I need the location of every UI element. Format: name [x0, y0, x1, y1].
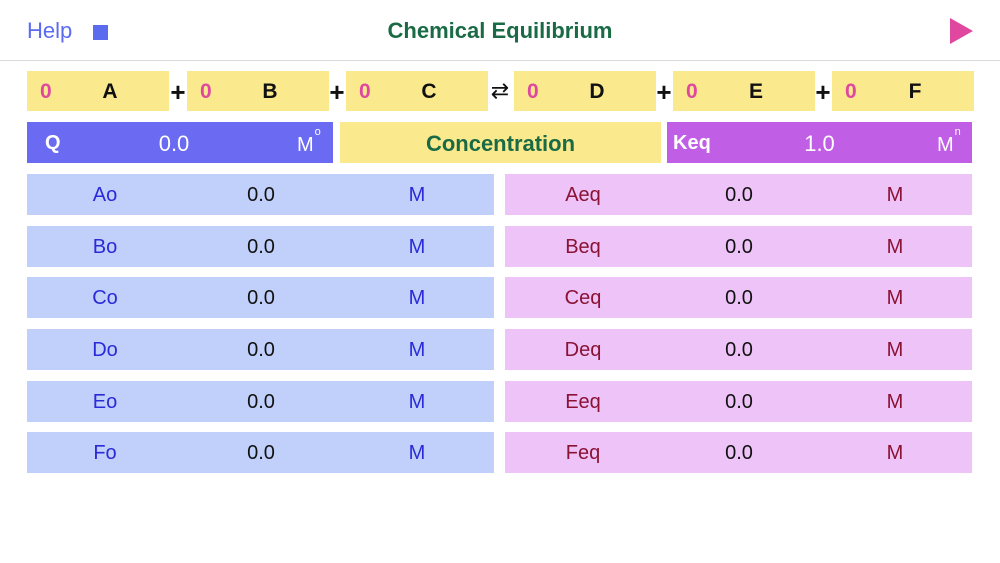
equilibrium-arrow-icon: ⇄	[490, 78, 510, 103]
q-label: Q	[45, 132, 61, 154]
row-unit: M	[886, 442, 904, 464]
row-name: Feq	[565, 442, 601, 464]
row-name: Bo	[92, 236, 118, 258]
q-unit: Mo	[297, 126, 321, 157]
row-unit: M	[408, 287, 426, 309]
row-value[interactable]: 0.0	[247, 339, 275, 361]
species-f[interactable]: 0 F	[832, 71, 974, 111]
row-unit: M	[408, 236, 426, 258]
equilibrium-row-c: Ceq 0.0 M	[505, 277, 972, 318]
row-value[interactable]: 0.0	[247, 391, 275, 413]
keq-label: Keq	[673, 132, 711, 154]
plus-sign: +	[170, 77, 186, 107]
species-a[interactable]: 0 A	[27, 71, 169, 111]
row-name: Fo	[93, 442, 117, 464]
q-unit-base: M	[297, 134, 314, 156]
concentration-header[interactable]: Concentration	[340, 122, 661, 163]
species-symbol: A	[102, 80, 118, 103]
row-value: 0.0	[725, 391, 753, 413]
plus-sign: +	[329, 77, 345, 107]
row-unit: M	[886, 287, 904, 309]
row-name: Do	[92, 339, 118, 361]
coefficient[interactable]: 0	[359, 80, 371, 103]
initial-row-f[interactable]: Fo 0.0 M	[27, 432, 494, 473]
row-unit: M	[408, 442, 426, 464]
plus-sign: +	[815, 77, 831, 107]
row-name: Eo	[92, 391, 118, 413]
species-symbol: B	[262, 80, 278, 103]
species-symbol: F	[908, 80, 922, 103]
row-name: Deq	[564, 339, 602, 361]
row-unit: M	[408, 184, 426, 206]
row-unit: M	[408, 391, 426, 413]
top-bar: Help Chemical Equilibrium	[0, 0, 1000, 61]
initial-row-b[interactable]: Bo 0.0 M	[27, 226, 494, 267]
row-value[interactable]: 0.0	[247, 287, 275, 309]
species-c[interactable]: 0 C	[346, 71, 488, 111]
row-name: Eeq	[565, 391, 601, 413]
row-value[interactable]: 0.0	[247, 236, 275, 258]
help-button[interactable]: Help	[27, 18, 73, 43]
reaction-quotient-panel: Q 0.0 Mo	[27, 122, 333, 163]
stop-icon[interactable]	[93, 25, 108, 40]
keq-panel[interactable]: Keq 1.0 Mn	[667, 122, 972, 163]
row-value: 0.0	[725, 339, 753, 361]
initial-row-c[interactable]: Co 0.0 M	[27, 277, 494, 318]
row-unit: M	[886, 391, 904, 413]
equilibrium-row-b: Beq 0.0 M	[505, 226, 972, 267]
coefficient[interactable]: 0	[686, 80, 698, 103]
q-value: 0.0	[158, 131, 190, 156]
equilibrium-row-e: Eeq 0.0 M	[505, 381, 972, 422]
play-icon[interactable]	[950, 18, 973, 44]
row-value[interactable]: 0.0	[247, 184, 275, 206]
equilibrium-row-f: Feq 0.0 M	[505, 432, 972, 473]
species-symbol: C	[421, 80, 437, 103]
row-value: 0.0	[725, 184, 753, 206]
q-unit-exponent: o	[314, 126, 321, 139]
coefficient[interactable]: 0	[200, 80, 212, 103]
keq-value[interactable]: 1.0	[804, 131, 835, 156]
initial-row-e[interactable]: Eo 0.0 M	[27, 381, 494, 422]
row-name: Co	[92, 287, 118, 309]
row-name: Ao	[92, 184, 118, 206]
reaction-equation: 0 A + 0 B + 0 C ⇄ 0 D + 0 E + 0 F	[0, 71, 1000, 112]
equilibrium-row-d: Deq 0.0 M	[505, 329, 972, 370]
row-unit: M	[886, 236, 904, 258]
row-name: Beq	[565, 236, 601, 258]
row-unit: M	[886, 339, 904, 361]
row-value: 0.0	[725, 287, 753, 309]
coefficient[interactable]: 0	[845, 80, 857, 103]
equilibrium-row-a: Aeq 0.0 M	[505, 174, 972, 215]
row-unit: M	[408, 339, 426, 361]
keq-unit-base: M	[937, 134, 954, 156]
species-symbol: D	[589, 80, 605, 103]
species-b[interactable]: 0 B	[187, 71, 329, 111]
row-value: 0.0	[725, 442, 753, 464]
coefficient[interactable]: 0	[527, 80, 539, 103]
row-value: 0.0	[725, 236, 753, 258]
page-title: Chemical Equilibrium	[387, 18, 613, 43]
species-e[interactable]: 0 E	[673, 71, 815, 111]
row-value[interactable]: 0.0	[247, 442, 275, 464]
keq-unit: Mn	[937, 126, 961, 157]
plus-sign: +	[656, 77, 672, 107]
row-name: Ceq	[564, 287, 602, 309]
species-d[interactable]: 0 D	[514, 71, 656, 111]
row-unit: M	[886, 184, 904, 206]
coefficient[interactable]: 0	[40, 80, 52, 103]
species-symbol: E	[748, 80, 763, 103]
concentration-label: Concentration	[425, 131, 576, 156]
row-name: Aeq	[565, 184, 601, 206]
keq-unit-exponent: n	[954, 126, 961, 139]
initial-row-a[interactable]: Ao 0.0 M	[27, 174, 494, 215]
initial-row-d[interactable]: Do 0.0 M	[27, 329, 494, 370]
